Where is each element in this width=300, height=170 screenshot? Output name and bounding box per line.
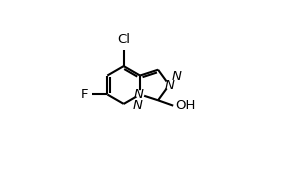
Text: Cl: Cl xyxy=(117,33,130,46)
Circle shape xyxy=(166,81,173,89)
Text: F: F xyxy=(81,88,88,101)
Circle shape xyxy=(136,91,144,98)
Text: N: N xyxy=(172,70,182,82)
Text: N: N xyxy=(133,99,142,112)
Text: OH: OH xyxy=(176,99,196,112)
Text: N: N xyxy=(134,88,144,101)
Text: N: N xyxy=(164,79,174,91)
